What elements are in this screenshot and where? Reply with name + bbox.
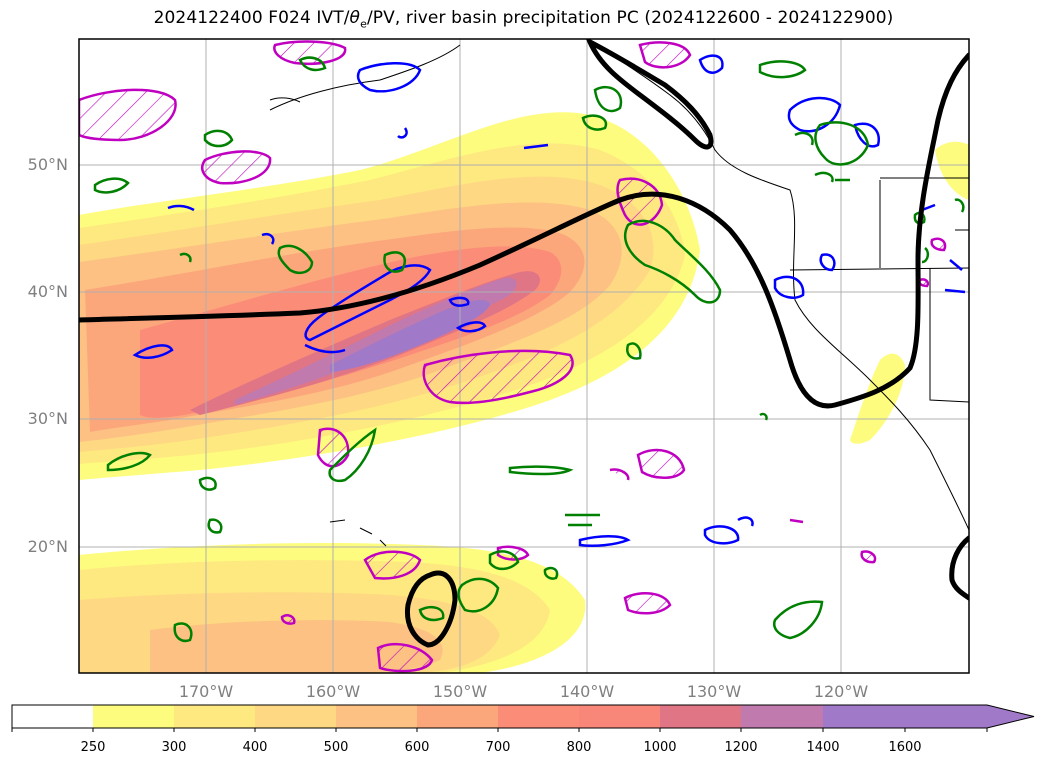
colorbar-bin-7 xyxy=(579,705,660,728)
lat-label-20n: 20°N xyxy=(27,537,68,556)
colorbar-tick-label: 1600 xyxy=(888,740,922,755)
colorbar xyxy=(11,704,1035,732)
lon-label-160w: 160°W xyxy=(305,682,361,701)
colorbar-outline xyxy=(11,704,1035,729)
precip-hatched-regions xyxy=(79,40,947,673)
colorbar-tick-label: 250 xyxy=(80,740,106,755)
pv-green-contours xyxy=(93,56,965,642)
colorbar-bin-6 xyxy=(498,705,579,728)
colorbar-bin-4 xyxy=(336,705,417,728)
lon-label-130w: 130°W xyxy=(686,682,742,701)
pv-blue-contours xyxy=(132,54,966,548)
colorbar-bin-10 xyxy=(823,705,905,728)
lon-label-170w: 170°W xyxy=(178,682,234,701)
lon-label-140w: 140°W xyxy=(559,682,615,701)
colorbar-tick-label: 500 xyxy=(323,740,349,755)
colorbar-bin-1 xyxy=(93,705,174,728)
map-frame xyxy=(78,38,970,674)
lon-label-120w: 120°W xyxy=(813,682,869,701)
figure-title: 2024122400 F024 IVT/θe/PV, river basin p… xyxy=(153,8,894,31)
colorbar-tick-label: 700 xyxy=(485,740,511,755)
colorbar-tick-label: 1400 xyxy=(806,740,840,755)
lat-label-40n: 40°N xyxy=(27,282,68,301)
coastlines xyxy=(269,41,969,547)
colorbar-bin-9 xyxy=(741,705,823,728)
lat-label-50n: 50°N xyxy=(27,155,68,174)
colorbar-tick-label: 800 xyxy=(566,740,592,755)
map-content xyxy=(79,39,969,673)
colorbar-bin-8 xyxy=(660,705,741,728)
theta-e-contours xyxy=(79,39,969,648)
lon-label-150w: 150°W xyxy=(432,682,488,701)
colorbar-bin-5 xyxy=(417,705,498,728)
colorbar-tick-label: 400 xyxy=(242,740,268,755)
colorbar-tick-label: 600 xyxy=(404,740,430,755)
colorbar-tick-label: 1000 xyxy=(643,740,677,755)
colorbar-tick-label: 300 xyxy=(161,740,187,755)
colorbar-tick-label: 1200 xyxy=(724,740,758,755)
colorbar-bin-0 xyxy=(12,705,93,728)
colorbar-bin-3 xyxy=(255,705,336,728)
colorbar-bin-2 xyxy=(174,705,255,728)
colorbar-extend-arrow xyxy=(905,705,1034,728)
lat-label-30n: 30°N xyxy=(27,409,68,428)
